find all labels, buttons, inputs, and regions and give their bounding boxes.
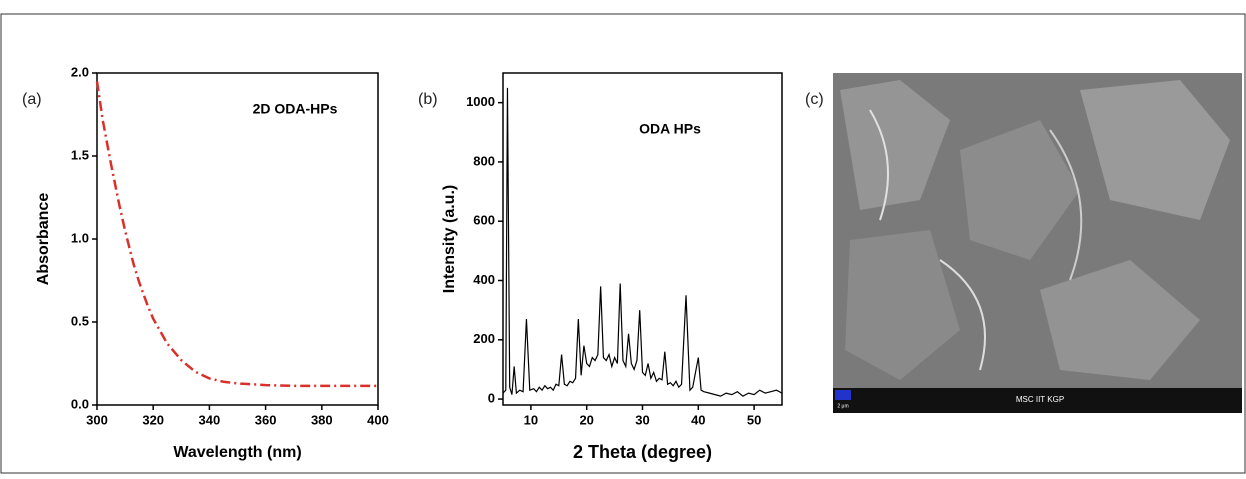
x-tick-label: 300	[86, 412, 108, 427]
x-tick-label: 380	[311, 412, 333, 427]
y-axis-label: Absorbance	[35, 193, 52, 286]
x-axis-label: 2 Theta (degree)	[573, 442, 712, 462]
y-tick-label: 1.0	[71, 230, 89, 245]
y-tick-label: 0.5	[71, 313, 89, 328]
y-tick-label: 800	[473, 153, 495, 168]
x-axis-label: Wavelength (nm)	[173, 444, 301, 461]
x-tick-label: 400	[367, 412, 389, 427]
footer-text: MSC IIT KGP	[1016, 395, 1064, 404]
x-tick-label: 30	[635, 412, 649, 427]
sem-image: 2 μm MSC IIT KGP	[833, 73, 1242, 413]
plot-frame	[96, 72, 379, 406]
y-tick-label: 400	[473, 272, 495, 287]
scale-bar: 2 μm	[837, 403, 848, 409]
panel-label: (c)	[805, 91, 824, 108]
annotation: ODA HPs	[639, 121, 701, 137]
data-line	[95, 81, 378, 388]
annotation: 2D ODA-HPs	[253, 101, 338, 117]
panel-label: (a)	[22, 91, 42, 108]
x-tick-label: 50	[747, 412, 761, 427]
y-tick-label: 600	[473, 213, 495, 228]
panel-label: (b)	[418, 91, 438, 108]
data-line	[502, 87, 783, 397]
y-tick-label: 0	[488, 391, 495, 406]
y-tick-label: 0.0	[71, 396, 89, 411]
y-tick-label: 200	[473, 331, 495, 346]
y-tick-label: 1.5	[71, 147, 89, 162]
x-tick-label: 340	[199, 412, 221, 427]
x-tick-label: 320	[142, 412, 164, 427]
x-tick-label: 40	[691, 412, 705, 427]
y-tick-label: 1000	[466, 94, 495, 109]
x-tick-label: 20	[579, 412, 593, 427]
figure-border	[0, 13, 1246, 474]
x-tick-label: 10	[524, 412, 538, 427]
x-tick-label: 360	[255, 412, 277, 427]
y-axis-label: Intensity (a.u.)	[441, 185, 458, 293]
y-tick-label: 2.0	[71, 64, 89, 79]
